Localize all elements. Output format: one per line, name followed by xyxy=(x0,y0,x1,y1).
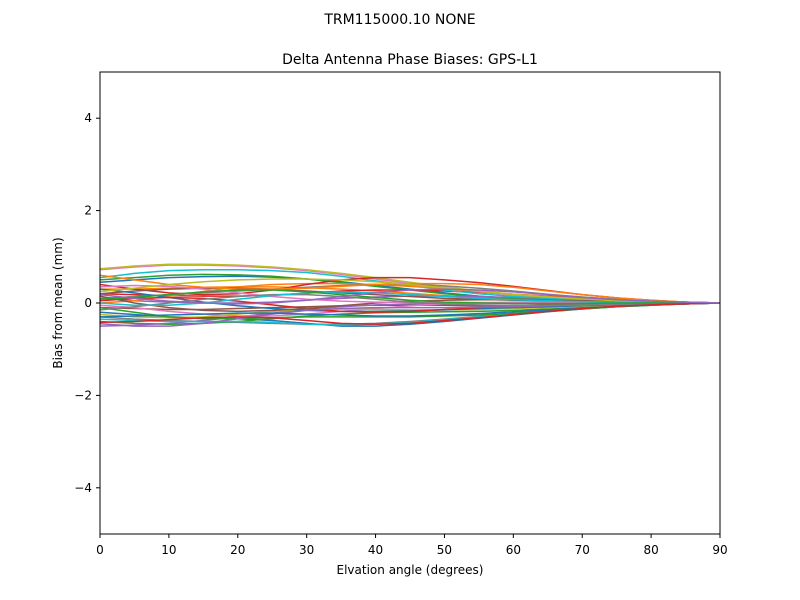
x-tick-label: 10 xyxy=(161,543,176,557)
figure-suptitle: TRM115000.10 NONE xyxy=(323,12,475,28)
series-line-29 xyxy=(100,278,720,304)
series-line-34 xyxy=(100,288,720,305)
series-line-22 xyxy=(100,274,720,304)
x-tick-label: 50 xyxy=(437,543,452,557)
x-tick-label: 20 xyxy=(230,543,245,557)
x-tick-label: 40 xyxy=(368,543,383,557)
x-tick-label: 70 xyxy=(575,543,590,557)
series-line-28 xyxy=(100,293,720,311)
x-tick-label: 90 xyxy=(712,543,727,557)
x-tick-label: 80 xyxy=(643,543,658,557)
y-tick-label: −4 xyxy=(74,481,92,495)
y-axis-label: Bias from mean (mm) xyxy=(51,237,65,368)
y-tick-label: 4 xyxy=(84,111,92,125)
y-tick-label: −2 xyxy=(74,388,92,402)
series-line-33 xyxy=(100,302,720,325)
x-axis: 0 10 20 30 40 50 60 70 80 90 xyxy=(96,534,728,557)
x-axis-label: Elvation angle (degrees) xyxy=(337,563,484,577)
chart-title: Delta Antenna Phase Biases: GPS-L1 xyxy=(282,52,538,68)
y-tick-label: 2 xyxy=(84,204,92,218)
series-line-32 xyxy=(100,289,720,305)
x-tick-label: 60 xyxy=(506,543,521,557)
x-tick-label: 0 xyxy=(96,543,104,557)
y-tick-label: 0 xyxy=(84,296,92,310)
y-axis: −4 −2 0 2 4 xyxy=(74,111,100,495)
x-tick-label: 30 xyxy=(299,543,314,557)
series-layer xyxy=(100,263,720,327)
